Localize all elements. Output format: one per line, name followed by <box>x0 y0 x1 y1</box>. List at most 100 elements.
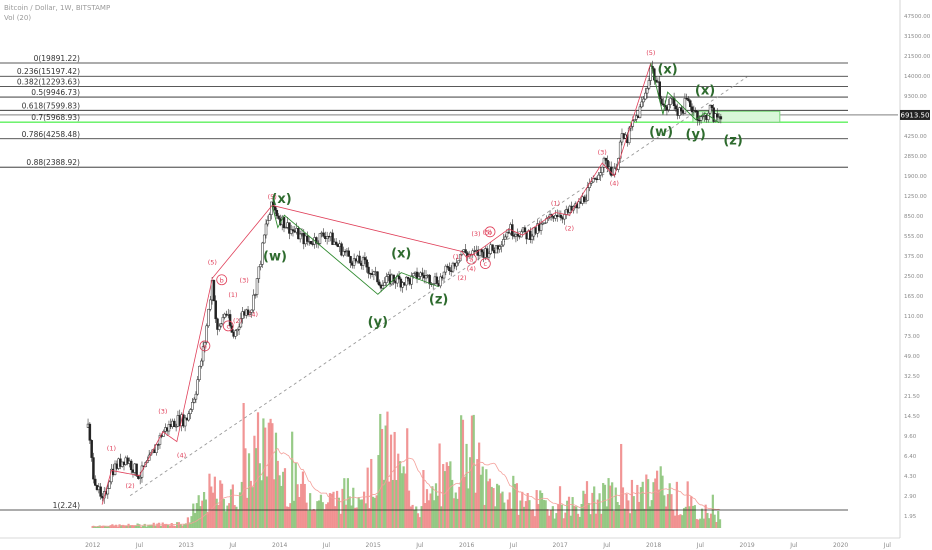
wave-label-red: (1) <box>228 291 237 299</box>
candle-body <box>212 280 216 301</box>
candle-body <box>698 119 701 122</box>
candle-body <box>255 278 259 295</box>
volume-bar <box>425 489 429 528</box>
volume-bar <box>228 503 231 528</box>
candle <box>404 275 408 291</box>
volume-bar <box>168 525 172 528</box>
volume-indicator-title: Vol (20) <box>4 14 32 22</box>
volume-bar <box>355 507 358 528</box>
volume-bar <box>366 467 369 528</box>
candle-body <box>683 98 687 114</box>
candle <box>187 410 190 422</box>
price-tick-label: 9.60 <box>904 434 917 440</box>
volume-bar <box>240 481 243 528</box>
candle <box>644 87 647 101</box>
candle <box>325 231 329 245</box>
volume-bar <box>681 515 684 528</box>
candle <box>647 77 651 91</box>
candle <box>194 391 198 404</box>
candle-body <box>480 249 484 253</box>
volume-bar <box>350 505 353 528</box>
candle-body <box>282 216 286 229</box>
candle-body <box>162 431 165 437</box>
candle-body <box>196 379 199 395</box>
volume-bar <box>96 526 100 528</box>
wave-label-red: b <box>488 228 492 236</box>
time-tick-label: Jul <box>696 542 705 549</box>
candle-body <box>347 250 350 257</box>
volume-bar <box>517 514 520 528</box>
volume-bar <box>593 486 596 528</box>
volume-bar <box>389 434 393 528</box>
candle-body <box>334 241 338 245</box>
candle <box>714 113 717 123</box>
candle-body <box>716 113 719 118</box>
volume-bar <box>456 498 459 528</box>
candle-body <box>696 110 699 121</box>
candle-body <box>257 266 261 279</box>
candle-body <box>372 271 376 275</box>
chart-symbol-title: Bitcoin / Dollar, 1W, BITSTAMP <box>4 4 111 12</box>
volume-bar <box>616 501 619 528</box>
volume-bar <box>497 485 501 528</box>
price-tag-bg <box>900 109 930 120</box>
volume-bar <box>186 517 189 528</box>
volume-bar <box>436 495 439 528</box>
volume-bar <box>641 481 644 528</box>
candle-body <box>138 477 142 479</box>
volume-bar <box>183 524 186 528</box>
candle <box>219 323 223 328</box>
candle <box>239 312 243 328</box>
candle-body <box>609 166 613 176</box>
fib-label: 0.618(7599.83) <box>22 101 80 110</box>
volume-bar <box>607 478 610 528</box>
time-tick-label: 2016 <box>459 542 474 549</box>
volume-bar <box>718 519 722 528</box>
volume-bar <box>145 526 148 528</box>
candle <box>385 272 388 288</box>
volume-bar <box>505 510 508 528</box>
volume-bar <box>409 506 412 528</box>
volume-bar <box>249 480 252 528</box>
candle-body <box>358 255 361 264</box>
candle-body <box>383 282 386 286</box>
volume-bar <box>197 495 200 528</box>
candle-body <box>455 262 458 267</box>
volume-bar <box>625 493 628 528</box>
wave-label-green: (w) <box>649 125 673 140</box>
wave-label-circle <box>484 226 496 238</box>
candle <box>347 247 350 257</box>
wave-label-red: (5) <box>208 259 217 267</box>
candle-body <box>264 223 268 236</box>
candle-body <box>378 281 381 286</box>
volume-bar <box>291 431 294 528</box>
volume-bar <box>204 499 207 528</box>
volume-bar <box>686 481 689 528</box>
candle-body <box>234 330 237 337</box>
candle-body <box>273 206 277 211</box>
volume-bar <box>661 475 664 528</box>
candle-body <box>113 463 117 475</box>
candle <box>667 98 670 113</box>
volume-bar <box>276 460 279 528</box>
candle-body <box>417 276 421 280</box>
volume-bar <box>668 483 671 528</box>
wave-label-red: (2) <box>233 317 242 325</box>
volume-bar <box>219 480 222 528</box>
wave-label-green: (w) <box>263 249 287 264</box>
candle-body <box>687 98 690 101</box>
candle-body <box>498 246 501 250</box>
candle <box>480 248 484 258</box>
volume-bar <box>555 513 558 528</box>
candle-body <box>600 166 604 173</box>
volume-bar <box>352 487 355 528</box>
volume-bar <box>116 526 119 528</box>
candle-body <box>604 157 608 161</box>
volume-bar <box>693 505 696 528</box>
volume-bar <box>274 432 278 528</box>
candle <box>106 484 110 499</box>
volume-bar <box>109 525 112 528</box>
volume-bar <box>452 498 456 528</box>
volume-bar <box>569 515 572 528</box>
